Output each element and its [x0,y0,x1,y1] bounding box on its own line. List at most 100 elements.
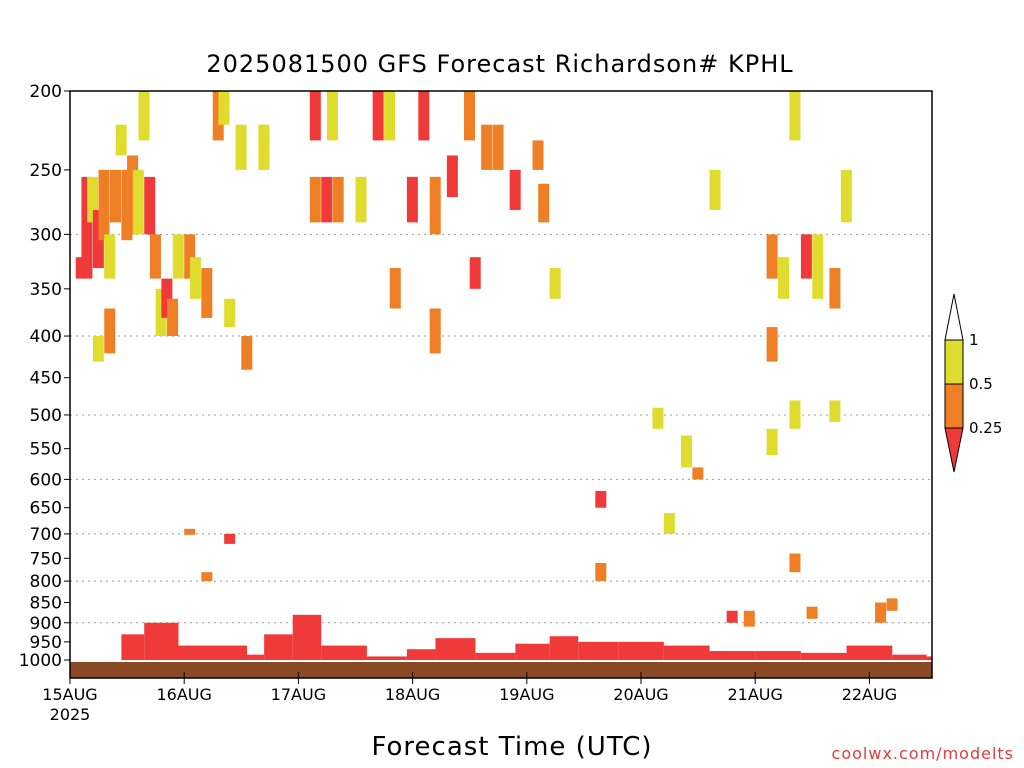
boundary-layer-15 [663,645,710,660]
boundary-layer-7 [366,656,407,660]
cell-36 [446,155,458,198]
colorbar-yellow [944,339,964,385]
cell-64 [692,467,704,480]
boundary-layer-16 [709,651,756,660]
cell-9 [127,155,139,235]
ytick-label-300: 300 [30,225,62,245]
cell-45 [224,298,236,328]
cell-76 [875,602,887,623]
ground-band [70,614,932,678]
cell-63 [680,435,692,468]
chart-title: 2025081500 GFS Forecast Richardson# KPHL [206,50,794,78]
cell-52 [766,234,778,279]
cell-38 [481,124,493,170]
cell-49 [469,257,481,289]
cell-12 [144,176,156,235]
ytick-label-950: 950 [30,633,62,653]
xtick-year: 2025 [50,705,91,724]
colorbar-label-0: 1 [969,331,979,349]
cell-53 [778,257,790,299]
ytick-label-200: 200 [30,82,62,102]
cell-42 [538,183,550,223]
boundary-layer-9 [435,638,476,660]
cell-15 [161,278,173,318]
cell-51 [709,169,721,210]
cell-43 [92,336,104,362]
cell-32 [384,91,396,141]
xtick-label-3: 18AUG [385,685,440,704]
x-axis-ticks: 15AUG 16AUG 17AUG 18AUG 19AUG 20AUG 21AUG 22AUG… [42,672,897,724]
cell-10 [132,169,144,235]
cell-67 [663,513,675,534]
cell-58 [829,268,841,309]
cell-16 [167,298,179,337]
cell-66 [595,490,607,508]
cell-50 [549,268,561,299]
boundary-layer-18 [800,652,847,660]
plot-frame [69,90,933,679]
boundary-layer-1 [144,622,179,660]
boundary-layer-21 [926,656,932,660]
cell-30 [355,176,367,223]
boundary-layer-0 [121,634,145,660]
cell-23 [235,124,247,170]
cell-74 [743,610,755,627]
x-axis-label: Forecast Time (UTC) [371,732,653,762]
ytick-label-450: 450 [30,369,62,389]
xtick-label-6: 21AUG [727,685,782,704]
cell-22 [218,91,230,125]
cell-59 [840,169,852,223]
boundary-layer-8 [406,649,436,660]
heatmap-cells [75,91,898,627]
boundary-layer-20 [892,654,927,660]
boundary-layer-12 [549,636,579,660]
cell-56 [800,234,812,279]
boundary-layer-17 [755,651,801,660]
colorbar-top-arrow [944,293,964,341]
cell-14 [155,288,167,337]
ytick-label-850: 850 [30,594,62,614]
ytick-label-650: 650 [30,499,62,519]
xtick-label-2: 17AUG [271,685,326,704]
boundary-layer-13 [578,641,619,660]
cell-24 [258,124,270,170]
cell-41 [532,140,544,170]
colorbar-orange [944,383,964,429]
colorbar-legend: 1 0.5 0.25 [944,293,1002,473]
cell-73 [726,610,738,623]
cell-6 [109,169,121,223]
cell-65 [652,407,664,429]
xtick-label-0: 15AUG [42,685,97,704]
cell-33 [406,176,418,223]
colorbar-label-2: 0.25 [969,419,1002,437]
cell-70 [201,572,213,582]
cell-75 [806,606,818,619]
boundary-layer-4 [264,634,293,660]
cell-20 [201,268,213,318]
cell-77 [886,598,898,611]
ytick-label-600: 600 [30,470,62,490]
ground-fill [70,662,932,678]
cell-34 [418,91,430,141]
boundary-layer-19 [846,645,893,660]
boundary-layer-6 [321,645,367,660]
credit-link[interactable]: coolwx.com/modelts [831,744,1014,763]
cell-69 [224,533,236,544]
ytick-label-400: 400 [30,327,62,347]
cell-72 [789,553,801,573]
cell-7 [115,124,127,156]
ytick-label-550: 550 [30,440,62,460]
cell-0 [75,257,87,279]
cell-47 [389,268,401,309]
cell-60 [766,428,778,456]
cell-29 [326,91,338,141]
cell-11 [138,91,150,141]
boundary-layer-3 [247,654,265,660]
cell-37 [463,91,475,141]
ytick-label-250: 250 [30,161,62,181]
cell-25 [309,176,321,223]
boundary-layer-2 [178,645,248,660]
boundary-layer-10 [475,652,516,660]
cell-57 [812,234,824,299]
